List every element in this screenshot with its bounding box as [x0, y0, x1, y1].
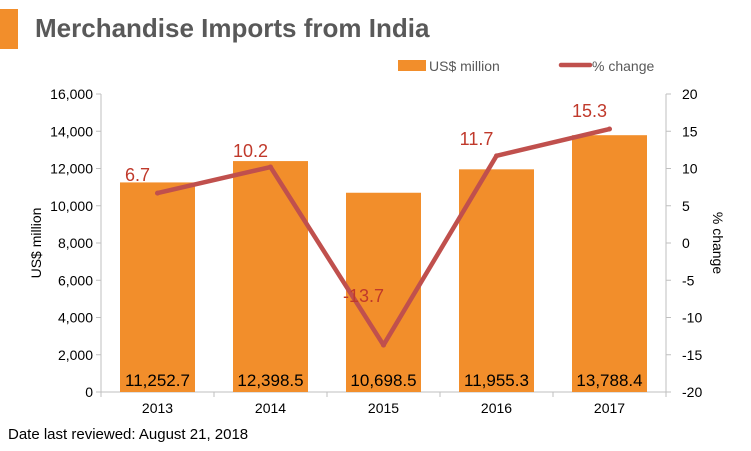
right-tick-label: 0	[682, 235, 690, 251]
left-tick-label: 6,000	[58, 272, 93, 288]
bar-value-label: 13,788.4	[576, 371, 642, 390]
pct-change-point-2014	[268, 164, 273, 170]
pct-change-label: 11.7	[460, 129, 494, 149]
right-tick-label: 5	[682, 198, 690, 214]
left-tick-label: 10,000	[50, 198, 93, 214]
right-tick-label: 15	[682, 123, 698, 139]
pct-change-point-2017	[607, 126, 612, 132]
left-tick-label: 2,000	[58, 347, 93, 363]
x-tick-label: 2015	[368, 400, 399, 416]
date-reviewed-note: Date last reviewed: August 21, 2018	[8, 426, 249, 443]
legend-label-line: % change	[592, 58, 654, 74]
left-tick-label: 14,000	[50, 123, 93, 139]
title-accent-bar	[0, 9, 18, 49]
right-tick-label: 20	[682, 86, 698, 102]
legend-swatch-bar	[398, 60, 426, 71]
left-axis-title: US$ million	[28, 208, 44, 279]
x-tick-label: 2014	[255, 400, 286, 416]
left-tick-label: 8,000	[58, 235, 93, 251]
bar-2015	[346, 192, 421, 392]
bar-2017	[572, 135, 647, 393]
bar-value-label: 12,398.5	[237, 371, 303, 390]
x-tick-label: 2013	[142, 400, 173, 416]
bar-2013	[120, 182, 195, 392]
left-tick-label: 12,000	[50, 161, 93, 177]
bar-2014	[233, 161, 308, 392]
pct-change-point-2015	[381, 342, 386, 348]
left-tick-label: 16,000	[50, 86, 93, 102]
pct-change-label: 15.3	[572, 101, 607, 121]
bar-value-label: 11,252.7	[125, 371, 190, 390]
chart-title: Merchandise Imports from India	[35, 13, 430, 43]
pct-change-point-2013	[155, 190, 160, 196]
left-tick-label: 4,000	[58, 310, 93, 326]
right-tick-label: -15	[682, 347, 702, 363]
right-tick-label: 10	[682, 161, 698, 177]
pct-change-label: 10.2	[233, 141, 268, 161]
pct-change-label: -13.7	[343, 286, 384, 306]
left-tick-label: 0	[85, 384, 93, 400]
right-tick-label: -20	[682, 384, 702, 400]
right-tick-label: -5	[682, 272, 695, 288]
pct-change-label: 6.7	[125, 165, 150, 185]
bar-2016	[459, 169, 534, 392]
x-tick-label: 2016	[481, 400, 512, 416]
right-tick-label: -10	[682, 310, 702, 326]
pct-change-point-2016	[494, 153, 499, 159]
x-tick-label: 2017	[594, 400, 625, 416]
right-axis-title: % change	[710, 212, 726, 274]
bar-value-label: 11,955.3	[464, 371, 529, 390]
title-bar: Merchandise Imports from India	[0, 9, 751, 49]
bar-value-label: 10,698.5	[350, 371, 416, 390]
legend-label-bar: US$ million	[429, 58, 500, 74]
